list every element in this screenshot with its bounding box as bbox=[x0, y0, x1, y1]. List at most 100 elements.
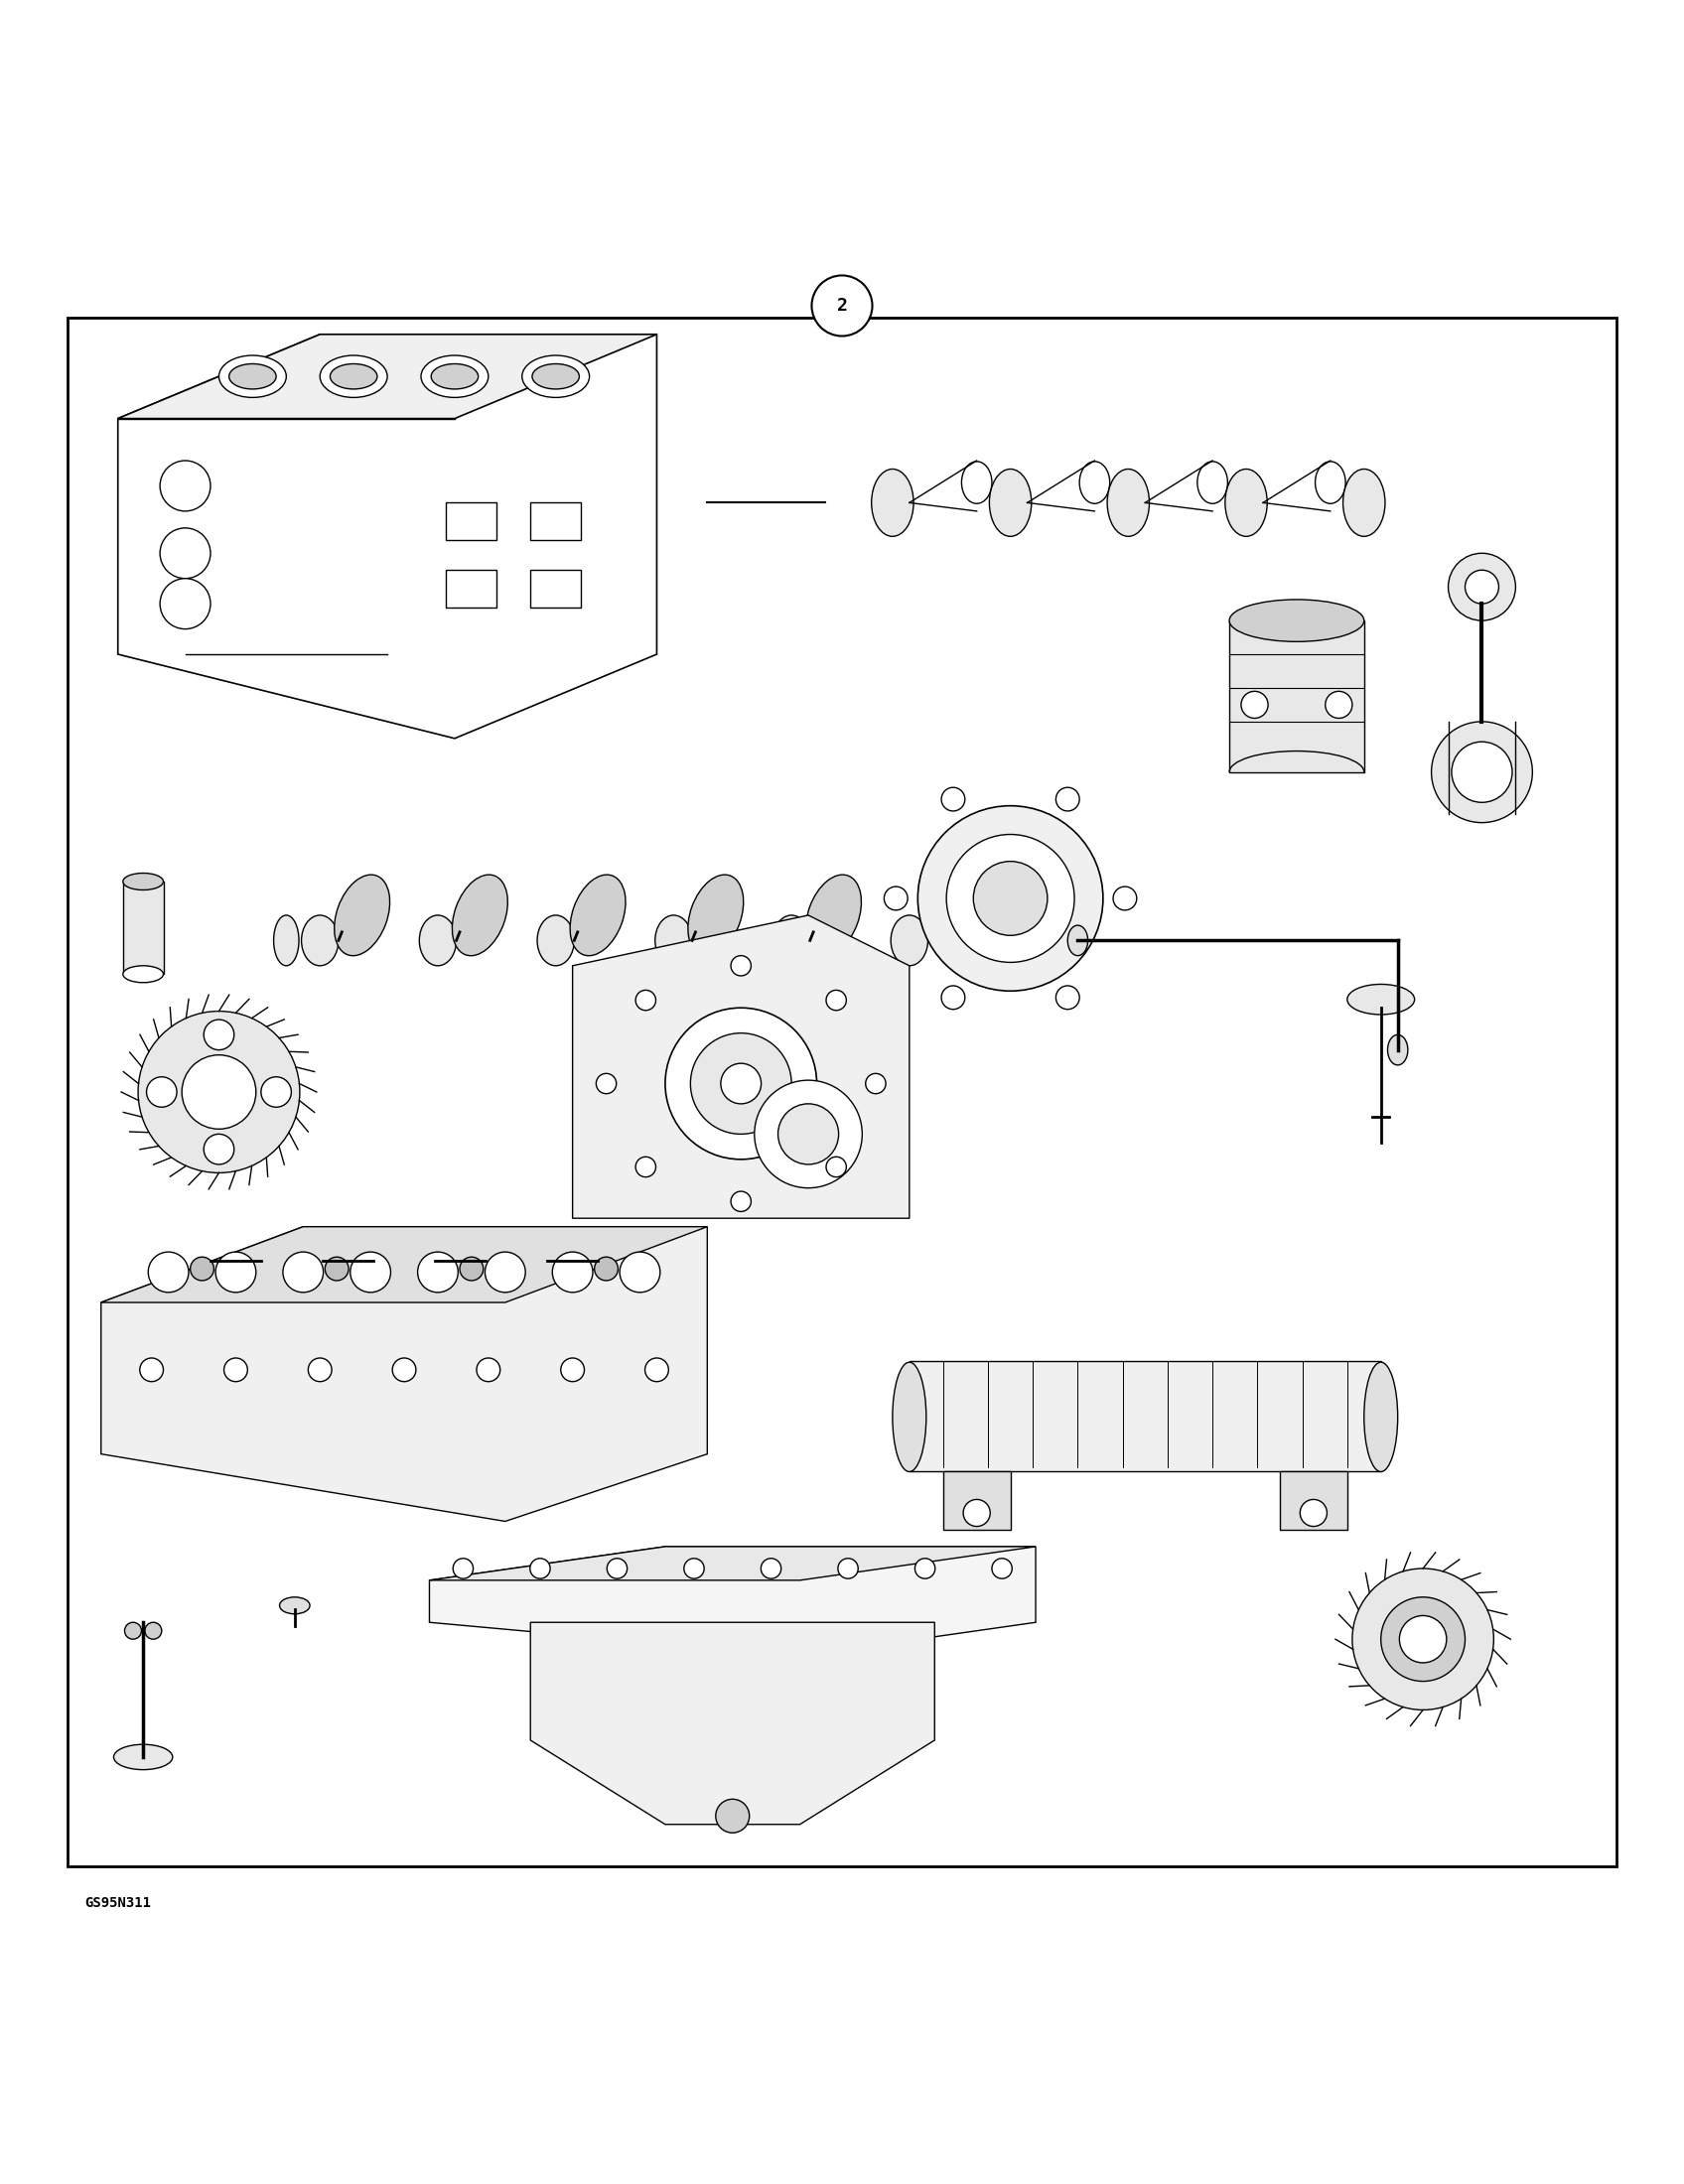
Circle shape bbox=[325, 1258, 349, 1280]
Circle shape bbox=[477, 1358, 500, 1382]
Circle shape bbox=[1465, 570, 1499, 603]
Circle shape bbox=[721, 1064, 761, 1103]
Circle shape bbox=[1056, 788, 1079, 810]
Circle shape bbox=[160, 579, 210, 629]
Polygon shape bbox=[118, 334, 657, 419]
Ellipse shape bbox=[431, 365, 478, 389]
Circle shape bbox=[596, 1075, 616, 1094]
Circle shape bbox=[160, 529, 210, 579]
Circle shape bbox=[731, 1190, 751, 1212]
Ellipse shape bbox=[1347, 985, 1415, 1016]
Circle shape bbox=[1325, 692, 1352, 719]
Circle shape bbox=[561, 1358, 584, 1382]
Ellipse shape bbox=[807, 876, 861, 957]
Ellipse shape bbox=[419, 915, 456, 965]
Circle shape bbox=[946, 834, 1074, 963]
Bar bbox=[530, 570, 581, 607]
Circle shape bbox=[731, 957, 751, 976]
Circle shape bbox=[204, 1133, 234, 1164]
Polygon shape bbox=[429, 1546, 1036, 1581]
Circle shape bbox=[827, 989, 847, 1011]
Ellipse shape bbox=[280, 1597, 310, 1614]
Circle shape bbox=[261, 1077, 291, 1107]
Polygon shape bbox=[118, 334, 657, 738]
Ellipse shape bbox=[273, 915, 298, 965]
Polygon shape bbox=[530, 1623, 935, 1824]
Ellipse shape bbox=[1197, 461, 1228, 505]
Circle shape bbox=[125, 1623, 141, 1640]
Circle shape bbox=[1113, 887, 1137, 911]
Circle shape bbox=[1381, 1597, 1465, 1682]
Ellipse shape bbox=[219, 356, 286, 397]
Ellipse shape bbox=[571, 876, 625, 957]
Ellipse shape bbox=[123, 874, 163, 889]
Circle shape bbox=[594, 1258, 618, 1280]
Circle shape bbox=[160, 461, 210, 511]
Circle shape bbox=[308, 1358, 332, 1382]
Circle shape bbox=[138, 1011, 300, 1173]
Circle shape bbox=[1399, 1616, 1447, 1662]
Circle shape bbox=[485, 1251, 525, 1293]
Circle shape bbox=[453, 1559, 473, 1579]
Bar bbox=[123, 882, 163, 974]
Ellipse shape bbox=[1344, 470, 1384, 537]
Circle shape bbox=[1300, 1500, 1327, 1527]
Circle shape bbox=[716, 1800, 749, 1832]
Circle shape bbox=[1431, 721, 1532, 823]
Ellipse shape bbox=[1229, 601, 1364, 642]
Circle shape bbox=[216, 1251, 256, 1293]
Circle shape bbox=[884, 887, 908, 911]
Ellipse shape bbox=[330, 365, 377, 389]
Circle shape bbox=[690, 1033, 791, 1133]
Circle shape bbox=[392, 1358, 416, 1382]
Circle shape bbox=[645, 1358, 669, 1382]
Circle shape bbox=[1241, 692, 1268, 719]
Circle shape bbox=[1448, 553, 1516, 620]
Circle shape bbox=[866, 1075, 886, 1094]
Circle shape bbox=[190, 1258, 214, 1280]
Circle shape bbox=[839, 1559, 859, 1579]
Ellipse shape bbox=[113, 1745, 172, 1769]
Circle shape bbox=[1352, 1568, 1494, 1710]
Circle shape bbox=[992, 1559, 1012, 1579]
Polygon shape bbox=[573, 915, 909, 1219]
Ellipse shape bbox=[1364, 1363, 1398, 1472]
Circle shape bbox=[148, 1251, 189, 1293]
Bar bbox=[446, 502, 497, 539]
Ellipse shape bbox=[123, 965, 163, 983]
Circle shape bbox=[530, 1559, 551, 1579]
Ellipse shape bbox=[1108, 470, 1150, 537]
Circle shape bbox=[552, 1251, 593, 1293]
Circle shape bbox=[941, 985, 965, 1009]
Circle shape bbox=[1056, 985, 1079, 1009]
Polygon shape bbox=[101, 1227, 707, 1302]
Ellipse shape bbox=[962, 461, 992, 505]
Ellipse shape bbox=[1315, 461, 1346, 505]
Ellipse shape bbox=[1068, 926, 1088, 957]
Circle shape bbox=[812, 275, 872, 336]
Circle shape bbox=[283, 1251, 323, 1293]
Polygon shape bbox=[429, 1546, 1036, 1655]
Circle shape bbox=[635, 1158, 655, 1177]
Circle shape bbox=[147, 1077, 177, 1107]
Ellipse shape bbox=[655, 915, 692, 965]
Circle shape bbox=[754, 1081, 862, 1188]
Circle shape bbox=[973, 860, 1047, 935]
Bar bbox=[446, 570, 497, 607]
Ellipse shape bbox=[1079, 461, 1110, 505]
Circle shape bbox=[941, 788, 965, 810]
Ellipse shape bbox=[891, 915, 928, 965]
Ellipse shape bbox=[522, 356, 589, 397]
Polygon shape bbox=[943, 1470, 1010, 1529]
Circle shape bbox=[778, 1103, 839, 1164]
Text: 2: 2 bbox=[837, 297, 847, 314]
Bar bbox=[1229, 620, 1364, 773]
Circle shape bbox=[635, 989, 655, 1011]
Circle shape bbox=[918, 806, 1103, 992]
Circle shape bbox=[620, 1251, 660, 1293]
Ellipse shape bbox=[1224, 470, 1266, 537]
Circle shape bbox=[914, 1559, 935, 1579]
Circle shape bbox=[145, 1623, 162, 1640]
Ellipse shape bbox=[453, 876, 507, 957]
Circle shape bbox=[684, 1559, 704, 1579]
